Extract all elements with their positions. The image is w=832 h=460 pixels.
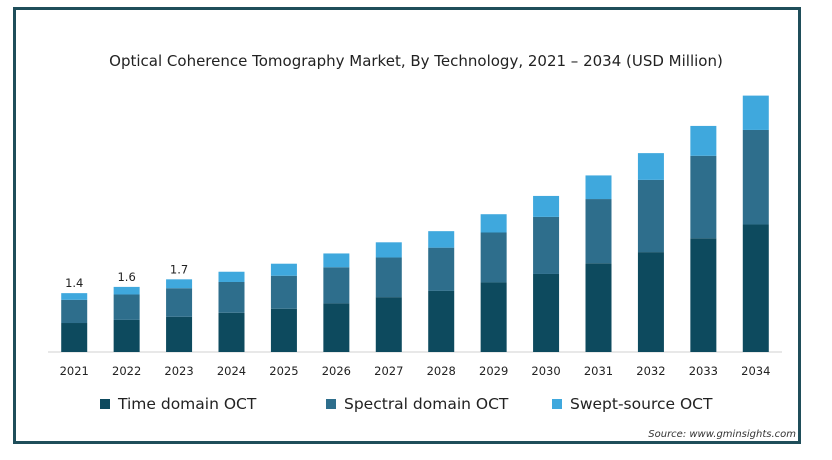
bar-segment <box>480 232 507 283</box>
x-tick-label: 2027 <box>374 364 403 378</box>
bar-segment <box>742 224 769 352</box>
bar-segment <box>218 271 245 282</box>
data-label: 1.4 <box>65 276 83 290</box>
bar-segment <box>428 290 455 352</box>
bar-segment <box>270 263 297 276</box>
bar-segment <box>375 257 402 298</box>
bar-segment <box>480 282 507 352</box>
bar-segment <box>533 195 560 217</box>
x-tick-label: 2026 <box>322 364 351 378</box>
bar-segment <box>637 153 664 180</box>
x-tick-label: 2023 <box>164 364 193 378</box>
legend-item: Swept-source OCT <box>552 395 712 413</box>
x-tick-label: 2031 <box>584 364 613 378</box>
x-tick-label: 2030 <box>531 364 560 378</box>
bar-segment <box>637 179 664 253</box>
x-tick-label: 2025 <box>269 364 298 378</box>
bar-segment <box>113 294 140 320</box>
bar-segment <box>61 323 88 352</box>
legend-label: Spectral domain OCT <box>344 395 509 413</box>
data-label: 1.6 <box>117 270 135 284</box>
bar-segment <box>585 175 612 200</box>
bar-segment <box>428 247 455 291</box>
legend-item: Time domain OCT <box>100 395 256 413</box>
legend-label: Time domain OCT <box>118 395 257 413</box>
bar-segment <box>113 286 140 295</box>
x-tick-label: 2033 <box>689 364 718 378</box>
x-tick-label: 2022 <box>112 364 141 378</box>
bar-segment <box>270 275 297 309</box>
legend-swatch <box>100 399 110 409</box>
chart-frame <box>13 7 801 444</box>
data-label: 1.7 <box>170 262 188 276</box>
bar-segment <box>323 303 350 352</box>
x-tick-label: 2029 <box>479 364 508 378</box>
bar-segment <box>690 155 717 239</box>
bar-segment <box>637 252 664 352</box>
bar-segment <box>480 214 507 233</box>
bar-segment <box>742 95 769 130</box>
bar-segment <box>323 253 350 268</box>
legend: Time domain OCT Spectral domain OCT Swept-… <box>0 395 832 415</box>
source-note: Source: www.gminsights.com <box>648 429 796 440</box>
bar-segment <box>166 316 193 352</box>
chart-title: Optical Coherence Tomography Market, By … <box>109 52 723 70</box>
legend-swatch <box>552 399 562 409</box>
bar-segment <box>533 216 560 274</box>
x-tick-label: 2024 <box>217 364 246 378</box>
x-tick-label: 2032 <box>636 364 665 378</box>
legend-label: Swept-source OCT <box>570 395 713 413</box>
bar-segment <box>585 199 612 264</box>
bar-segment <box>166 288 193 317</box>
x-tick-label: 2021 <box>60 364 89 378</box>
x-tick-label: 2028 <box>427 364 456 378</box>
bar-segment <box>690 238 717 352</box>
bar-segment <box>61 293 88 300</box>
bar-segment <box>218 312 245 352</box>
bar-segment <box>166 279 193 289</box>
legend-item: Spectral domain OCT <box>326 395 508 413</box>
legend-swatch <box>326 399 336 409</box>
bar-segment <box>375 297 402 352</box>
bar-segment <box>585 263 612 352</box>
bar-segment <box>61 299 88 324</box>
bar-segment <box>690 125 717 156</box>
bar-segment <box>533 273 560 352</box>
bar-segment <box>323 267 350 304</box>
bar-segment <box>375 242 402 258</box>
x-tick-label: 2034 <box>741 364 770 378</box>
bar-segment <box>218 281 245 313</box>
bar-segment <box>270 308 297 352</box>
bar-segment <box>428 231 455 248</box>
bar-segment <box>113 319 140 352</box>
bar-segment <box>742 129 769 225</box>
